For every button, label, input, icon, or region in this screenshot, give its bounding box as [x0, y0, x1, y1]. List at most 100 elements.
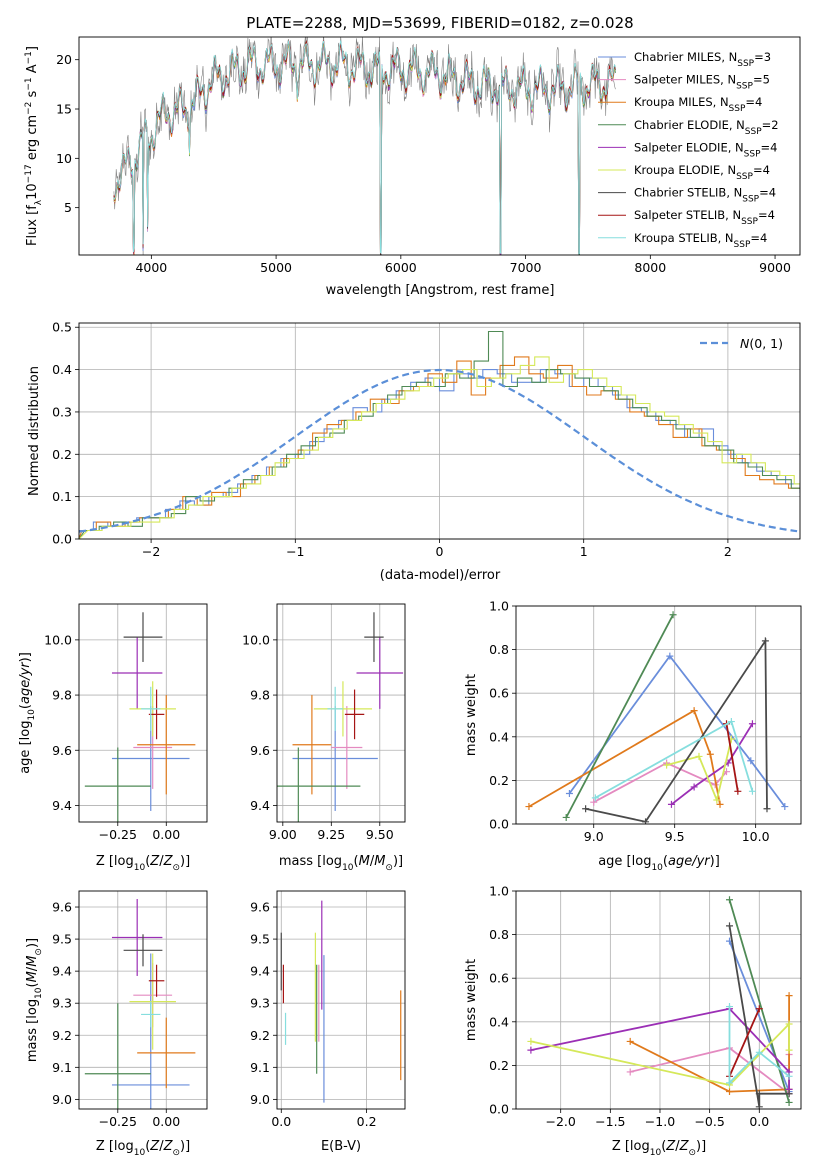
plus-marker	[626, 1037, 634, 1045]
plot-area	[277, 612, 404, 822]
plus-marker	[690, 783, 698, 791]
x-tick-label: 10.0	[742, 829, 770, 844]
y-tick-label: 0.0	[52, 532, 72, 547]
plus-marker	[582, 805, 590, 813]
x-tick-label: 6000	[385, 260, 417, 275]
x-tick-label: −2.0	[546, 1114, 576, 1129]
y-tick-label: 9.5	[52, 932, 72, 947]
y-tick-label: 9.1	[250, 1060, 270, 1075]
plus-marker	[667, 800, 675, 808]
x-tick-label: −0.25	[99, 827, 137, 842]
x-tick-label: 5000	[260, 260, 292, 275]
x-axis-label: Z [log10(Z/Z⊙)]	[612, 1139, 706, 1158]
axes-frame	[276, 603, 406, 823]
legend-label: Kroupa STELIB, NSSP=4	[634, 231, 767, 250]
axes-age-vs-mass: 9.00 9.25 9.50 9.4 9.6 9.8 10.0 mass [log10(M/M…	[242, 603, 406, 873]
plus-marker	[726, 896, 734, 904]
axes-frame	[78, 890, 208, 1110]
y-tick-label: 9.6	[52, 900, 72, 915]
x-tick-label: 9.00	[269, 827, 297, 842]
mass-weight-line	[593, 761, 728, 803]
legend-label: Salpeter ELODIE, NSSP=4	[634, 140, 777, 159]
x-tick-label: −1.0	[645, 1114, 675, 1129]
x-axis-label: (data-model)/error	[380, 568, 501, 583]
y-tick-label: 9.0	[250, 1092, 270, 1107]
histogram-series	[79, 356, 800, 539]
y-tick-label: 0.5	[52, 320, 72, 335]
plus-marker	[669, 611, 677, 619]
y-tick-label: 9.4	[52, 798, 72, 813]
plus-marker	[726, 1003, 734, 1011]
axes-frame	[78, 603, 208, 823]
y-tick-label: 9.6	[52, 743, 72, 758]
plus-marker	[785, 1072, 793, 1080]
y-tick-label: 5	[64, 200, 72, 215]
x-tick-label: 9.25	[317, 827, 345, 842]
plus-marker	[527, 1037, 535, 1045]
histogram-series	[79, 356, 800, 539]
y-tick-label: 0.4	[489, 1014, 509, 1029]
x-tick-label: −0.5	[694, 1114, 724, 1129]
y-tick-label: 20	[56, 52, 72, 67]
x-axis-label: E(B-V)	[321, 1139, 361, 1154]
plus-marker	[713, 796, 721, 804]
mass-weight-line	[528, 709, 721, 808]
spectrum-model-line	[113, 40, 616, 255]
legend: Chabrier MILES, NSSP=3 Salpeter MILES, NS…	[598, 50, 779, 250]
y-tick-label: 0.2	[489, 773, 509, 788]
axes-frame	[515, 890, 802, 1110]
axes-mass-weight-vs-age: 9.0 9.5 10.0 0.0 0.2 0.4 0.6 0.8 1.0 age [log10(a…	[464, 599, 802, 873]
legend-label: Salpeter MILES, NSSP=5	[634, 73, 770, 92]
y-tick-label: 0.6	[489, 971, 509, 986]
y-tick-label: 9.5	[250, 932, 270, 947]
x-tick-label: 9.5	[665, 829, 685, 844]
y-tick-label: 9.4	[250, 964, 270, 979]
mass-weight-line	[565, 614, 674, 818]
plus-marker	[666, 652, 674, 660]
y-tick-label: 9.3	[250, 996, 270, 1011]
x-axis-label: age [log10(age/yr)]	[598, 854, 720, 873]
plus-marker	[726, 922, 734, 930]
x-tick-label: 0.0	[271, 1114, 291, 1129]
y-tick-label: 9.0	[52, 1092, 72, 1107]
plot-area	[525, 611, 789, 824]
x-tick-label: −1	[286, 544, 304, 559]
axes-mass-weight-vs-Z: −2.0 −1.5 −1.0 −0.5 0.0 0.0 0.2 0.4 0.6 0.8 1.0 Z […	[464, 884, 802, 1158]
plus-marker	[748, 720, 756, 728]
y-tick-label: 0.4	[52, 362, 72, 377]
x-tick-label: −2	[142, 544, 160, 559]
x-tick-label: 9.0	[584, 829, 604, 844]
x-tick-label: 8000	[634, 260, 666, 275]
plus-marker	[562, 813, 570, 821]
y-tick-label: 0.8	[489, 642, 509, 657]
x-tick-label: 0.0	[749, 1114, 769, 1129]
plus-marker	[755, 1048, 763, 1056]
x-tick-label: 1	[580, 544, 588, 559]
plus-marker	[785, 1090, 793, 1098]
plus-marker	[527, 1046, 535, 1054]
y-tick-label: 0.2	[52, 447, 72, 462]
y-tick-label: 0.8	[489, 927, 509, 942]
legend-label: Chabrier MILES, NSSP=3	[634, 50, 771, 69]
x-axis-label: wavelength [Angstrom, rest frame]	[326, 283, 555, 298]
mass-weight-line	[568, 654, 786, 808]
y-tick-label: 9.8	[52, 688, 72, 703]
y-tick-label: 0.0	[489, 1102, 509, 1117]
plot-area	[527, 896, 793, 1109]
plus-marker	[525, 803, 533, 811]
figure-title: PLATE=2288, MJD=53699, FIBERID=0182, z=0…	[246, 14, 633, 32]
plus-marker	[565, 789, 573, 797]
y-tick-label: 9.6	[250, 900, 270, 915]
legend: N(0, 1)	[700, 336, 783, 351]
plus-marker	[785, 1098, 793, 1106]
x-tick-label: 0	[436, 544, 444, 559]
x-axis-label: Z [log10(Z/Z⊙)]	[96, 854, 190, 873]
gaussian-curve	[79, 368, 798, 533]
x-tick-label: −1.5	[595, 1114, 625, 1129]
y-tick-label: 15	[56, 102, 72, 117]
x-axis-label: Z [log10(Z/Z⊙)]	[96, 1139, 190, 1158]
plus-marker	[726, 1088, 734, 1096]
x-tick-label: 0.2	[357, 1114, 377, 1129]
plus-marker	[785, 1020, 793, 1028]
plus-marker	[663, 761, 671, 769]
